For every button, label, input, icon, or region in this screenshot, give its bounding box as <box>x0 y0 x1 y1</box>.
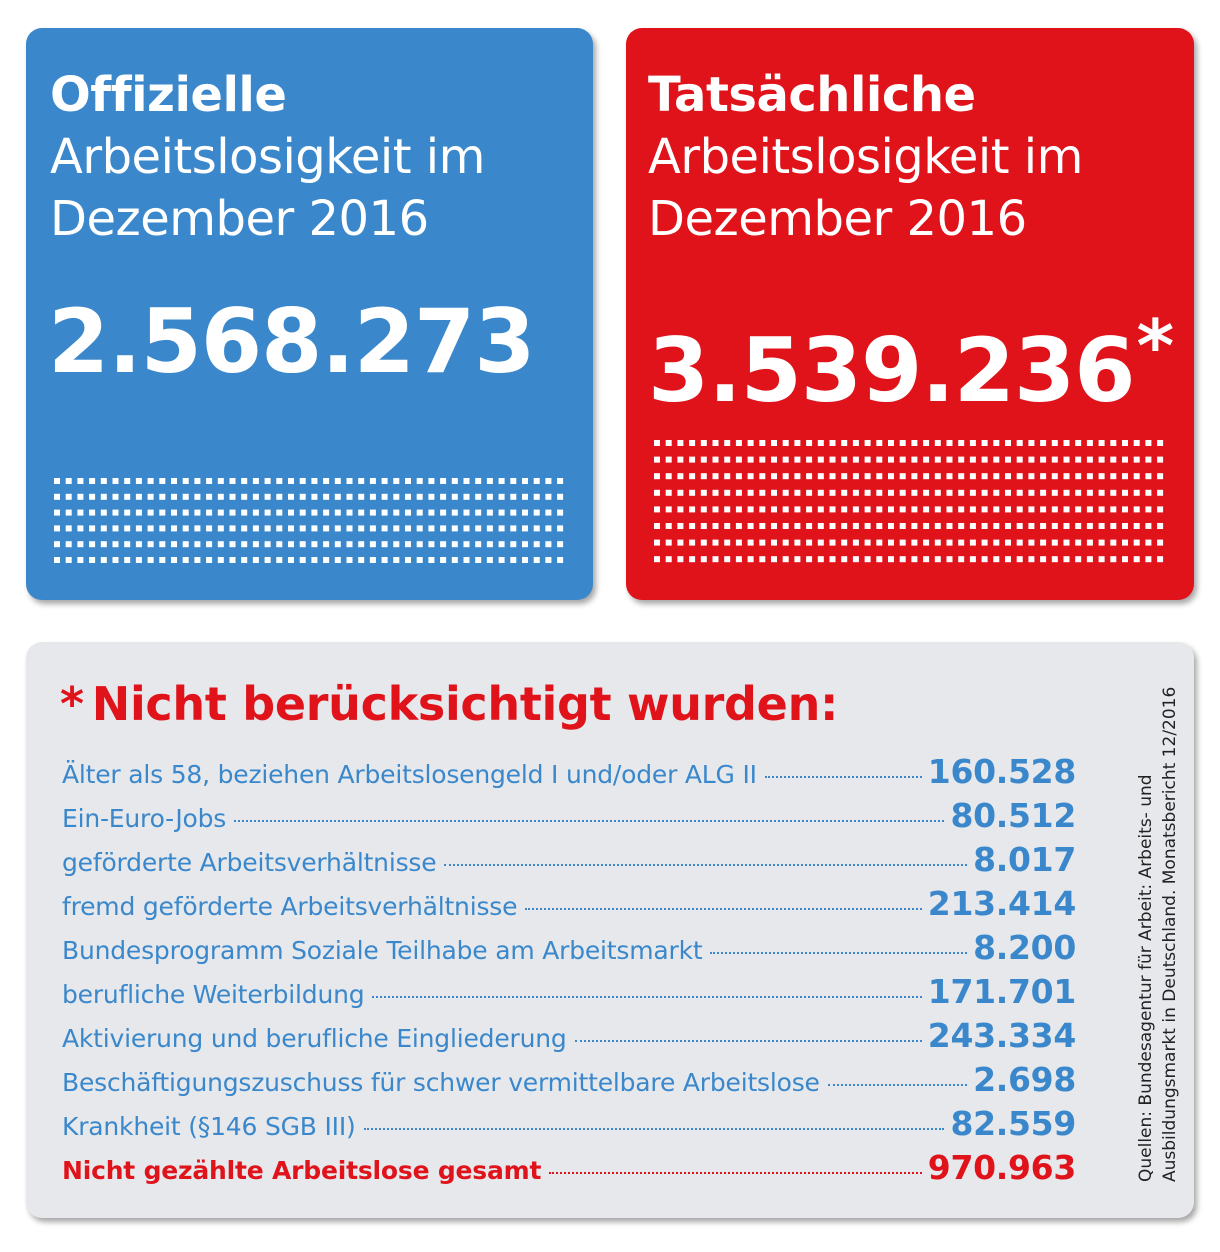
item-value: 80.512 <box>950 796 1076 835</box>
item-label: berufliche Weiterbildung <box>62 980 365 1009</box>
dotted-leader <box>525 907 922 910</box>
item-value: 213.414 <box>927 884 1077 923</box>
item-label: geförderte Arbeitsverhältnisse <box>62 848 437 877</box>
list-item: Älter als 58, beziehen Arbeitslosengeld … <box>62 752 1076 796</box>
panel-heading: * Nicht berücksichtigt wurden: <box>60 676 838 732</box>
item-label: Bundesprogramm Soziale Teilhabe am Arbei… <box>62 936 703 965</box>
list-item: Beschäftigungszuschuss für schwer vermit… <box>62 1060 1076 1104</box>
dotted-leader <box>549 1171 922 1174</box>
panel-heading-text: Nicht berücksichtigt wurden: <box>91 677 839 731</box>
official-dot-grid <box>54 478 566 578</box>
actual-number: 3.539.236 <box>648 319 1135 422</box>
source-note: Quellen: Bundesagentur für Arbeit: Arbei… <box>1134 682 1194 1182</box>
total-label: Nicht gezählte Arbeitslose gesamt <box>62 1156 542 1185</box>
item-label: Krankheit (§146 SGB III) <box>62 1112 356 1141</box>
list-item: Krankheit (§146 SGB III) 82.559 <box>62 1104 1076 1148</box>
dotted-leader <box>363 1127 945 1130</box>
item-value: 8.200 <box>973 928 1076 967</box>
dotted-leader <box>372 995 922 998</box>
not-counted-panel: * Nicht berücksichtigt wurden: Älter als … <box>26 642 1194 1218</box>
dotted-leader <box>764 775 922 778</box>
dotted-leader <box>444 863 968 866</box>
dotted-leader <box>827 1083 968 1086</box>
actual-unemployment-card: Tatsächliche Arbeitslosigkeit im Dezembe… <box>626 28 1194 600</box>
dotted-leader <box>234 819 945 822</box>
official-title: Offizielle Arbeitslosigkeit im Dezember … <box>50 64 485 250</box>
actual-title: Tatsächliche Arbeitslosigkeit im Dezembe… <box>648 64 1083 250</box>
item-value: 82.559 <box>950 1104 1076 1143</box>
official-dot-grid-graphic <box>54 478 564 563</box>
actual-title-line1: Arbeitslosigkeit im <box>648 129 1083 185</box>
item-value: 2.698 <box>973 1060 1076 1099</box>
total-value: 970.963 <box>927 1148 1077 1187</box>
panel-heading-asterisk: * <box>60 677 84 731</box>
actual-dot-grid <box>654 440 1166 580</box>
official-title-bold: Offizielle <box>50 67 287 123</box>
actual-title-line2: Dezember 2016 <box>648 191 1027 247</box>
item-label: fremd geförderte Arbeitsverhältnisse <box>62 892 518 921</box>
actual-dot-grid-graphic <box>654 440 1164 563</box>
actual-asterisk: * <box>1136 304 1174 388</box>
official-unemployment-card: Offizielle Arbeitslosigkeit im Dezember … <box>26 28 593 600</box>
item-label: Ein-Euro-Jobs <box>62 804 227 833</box>
official-title-line2: Dezember 2016 <box>50 191 429 247</box>
item-value: 160.528 <box>927 752 1077 791</box>
item-value: 171.701 <box>927 972 1077 1011</box>
item-label: Beschäftigungszuschuss für schwer vermit… <box>62 1068 820 1097</box>
item-label: Älter als 58, beziehen Arbeitslosengeld … <box>62 760 757 789</box>
official-title-line1: Arbeitslosigkeit im <box>50 129 485 185</box>
list-item: geförderte Arbeitsverhältnisse 8.017 <box>62 840 1076 884</box>
item-value: 243.334 <box>927 1016 1077 1055</box>
list-item: Aktivierung und berufliche Eingliederung… <box>62 1016 1076 1060</box>
dotted-leader <box>710 951 968 954</box>
not-counted-list: Älter als 58, beziehen Arbeitslosengeld … <box>62 752 1076 1192</box>
official-number: 2.568.273 <box>48 290 535 393</box>
item-value: 8.017 <box>973 840 1076 879</box>
list-item: fremd geförderte Arbeitsverhältnisse 213.… <box>62 884 1076 928</box>
source-line2: Ausbildungsmarkt in Deutschland. Monatsb… <box>1160 686 1180 1182</box>
item-label: Aktivierung und berufliche Eingliederung <box>62 1024 567 1053</box>
actual-title-bold: Tatsächliche <box>648 67 976 123</box>
list-item: berufliche Weiterbildung 171.701 <box>62 972 1076 1016</box>
actual-number-wrap: 3.539.236* <box>648 296 1174 422</box>
total-row: Nicht gezählte Arbeitslose gesamt 970.963 <box>62 1148 1076 1192</box>
dotted-leader <box>574 1039 922 1042</box>
list-item: Bundesprogramm Soziale Teilhabe am Arbei… <box>62 928 1076 972</box>
list-item: Ein-Euro-Jobs 80.512 <box>62 796 1076 840</box>
source-line1: Quellen: Bundesagentur für Arbeit: Arbei… <box>1136 774 1156 1182</box>
